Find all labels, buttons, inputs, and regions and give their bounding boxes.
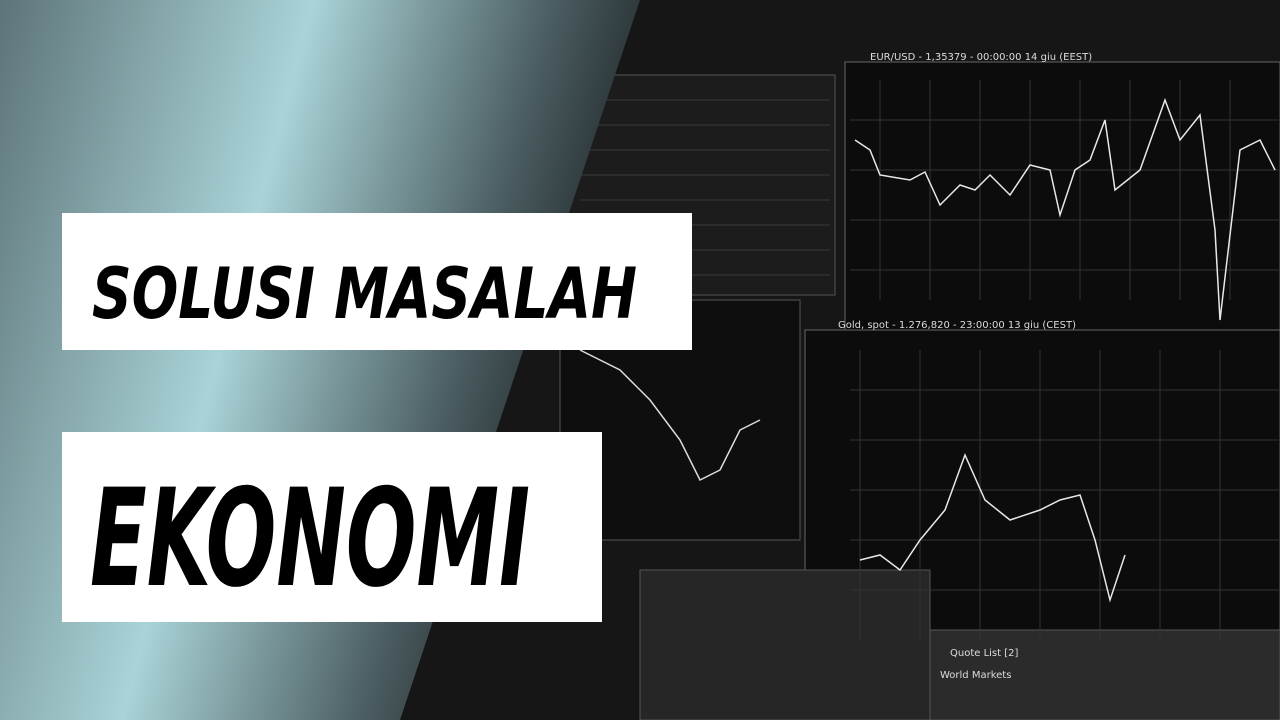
headline-line: EKONOMI (90, 460, 530, 617)
headline-box (62, 432, 602, 622)
headline-line: SOLUSI MASALAH (92, 253, 637, 335)
trading-screen (559, 61, 1280, 720)
panel-title: Quote List [2] (950, 648, 1019, 659)
chart-title: Gold, spot - 1.276,820 - 23:00:00 13 giu… (838, 320, 1076, 331)
panel-label: World Markets (940, 670, 1011, 681)
chart-title: EUR/USD - 1,35379 - 00:00:00 14 giu (EES… (870, 52, 1092, 63)
headline-box (62, 213, 692, 350)
